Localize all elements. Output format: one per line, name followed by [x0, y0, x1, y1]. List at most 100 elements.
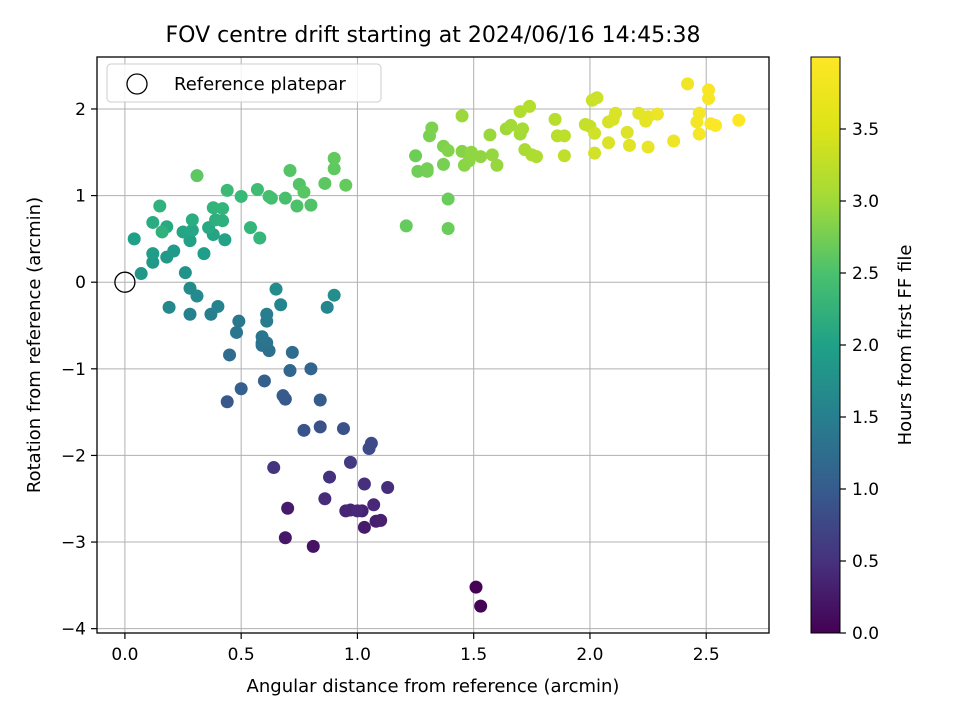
data-point [223, 348, 237, 362]
legend-marker [126, 73, 148, 95]
colorbar-gradient [810, 56, 841, 634]
y-tick-label: −1 [61, 360, 86, 380]
y-axis: −4 −3 −2 −1 0 1 2 [61, 100, 97, 640]
data-point [667, 134, 681, 148]
legend-box [106, 63, 382, 103]
reference-point [114, 271, 136, 293]
data-point [622, 138, 636, 152]
x-axis: 0.0 0.5 1.0 1.5 2.0 2.5 [111, 633, 720, 665]
data-point [641, 140, 655, 154]
data-point [146, 247, 160, 261]
data-point [650, 107, 664, 121]
data-point [548, 112, 562, 126]
data-point [283, 364, 297, 378]
data-point [357, 520, 371, 534]
colorbar-tick-label: 2.5 [852, 264, 879, 284]
data-point [420, 162, 434, 176]
data-point [620, 125, 634, 139]
y-tick-label: 2 [75, 100, 86, 120]
data-point [216, 202, 230, 216]
data-point [297, 423, 311, 437]
data-point [278, 531, 292, 545]
data-point [441, 222, 455, 236]
data-point [474, 150, 488, 164]
data-point [278, 191, 292, 205]
colorbar-tick-label: 0.0 [852, 624, 879, 644]
colorbar-label: Hours from first FF file [895, 245, 916, 446]
data-point [232, 314, 246, 328]
data-point [709, 118, 723, 132]
data-point [211, 299, 225, 313]
colorbar-tick-label: 0.5 [852, 552, 879, 572]
data-point [206, 201, 220, 215]
data-point [681, 77, 695, 91]
data-point [516, 122, 530, 136]
data-point [183, 234, 197, 248]
data-point [313, 420, 327, 434]
data-point [216, 214, 230, 228]
data-point [281, 501, 295, 515]
data-point [318, 492, 332, 506]
data-point [441, 144, 455, 158]
data-point [178, 266, 192, 280]
data-point [441, 192, 455, 206]
legend: Reference platepar [106, 63, 382, 103]
data-point [276, 389, 290, 403]
data-point [557, 149, 571, 163]
data-point [306, 539, 320, 553]
data-point [357, 477, 371, 491]
data-point [350, 504, 364, 518]
data-point [602, 136, 616, 150]
colorbar: 0.0 0.5 1.0 1.5 2.0 2.5 3.0 3.5 Hours from firs… [810, 56, 916, 644]
data-point [692, 127, 706, 141]
data-point [313, 393, 327, 407]
data-point [343, 455, 357, 469]
data-point [336, 422, 350, 436]
data-point [609, 106, 623, 120]
y-tick-label: 1 [75, 187, 86, 207]
data-point [374, 513, 388, 527]
data-point [362, 442, 376, 456]
data-point [588, 146, 602, 160]
data-point [183, 307, 197, 321]
data-point [323, 470, 337, 484]
data-point [218, 233, 232, 247]
y-tick-label: −3 [61, 533, 86, 553]
x-tick-label: 2.0 [576, 645, 603, 665]
data-point [167, 244, 181, 258]
data-point [257, 374, 271, 388]
data-point [297, 185, 311, 199]
y-tick-label: 0 [75, 273, 86, 293]
data-point [304, 198, 318, 212]
colorbar-ticks: 0.0 0.5 1.0 1.5 2.0 2.5 3.0 3.5 [840, 120, 879, 644]
data-point [190, 169, 204, 183]
x-tick-label: 0.0 [111, 645, 138, 665]
data-point [557, 129, 571, 143]
data-point [185, 213, 199, 227]
data-point [504, 118, 518, 132]
plot-frame [96, 56, 770, 634]
data-point [234, 382, 248, 396]
data-point [134, 267, 148, 281]
data-point [318, 176, 332, 190]
data-point [304, 362, 318, 376]
data-point [285, 345, 299, 359]
data-point [455, 109, 469, 123]
data-point [381, 480, 395, 494]
colorbar-tick-label: 1.0 [852, 480, 879, 500]
reference-marker [114, 271, 136, 293]
data-point [320, 300, 334, 314]
data-point [692, 106, 706, 120]
colorbar-tick-label: 2.0 [852, 336, 879, 356]
data-point [436, 157, 450, 171]
data-point [485, 148, 499, 162]
data-point [590, 91, 604, 105]
data-points [127, 77, 746, 613]
data-point [588, 126, 602, 140]
data-point [267, 461, 281, 475]
data-point [327, 151, 341, 165]
data-point [327, 162, 341, 176]
data-point [183, 281, 197, 295]
x-axis-label: Angular distance from reference (arcmin) [247, 676, 620, 697]
